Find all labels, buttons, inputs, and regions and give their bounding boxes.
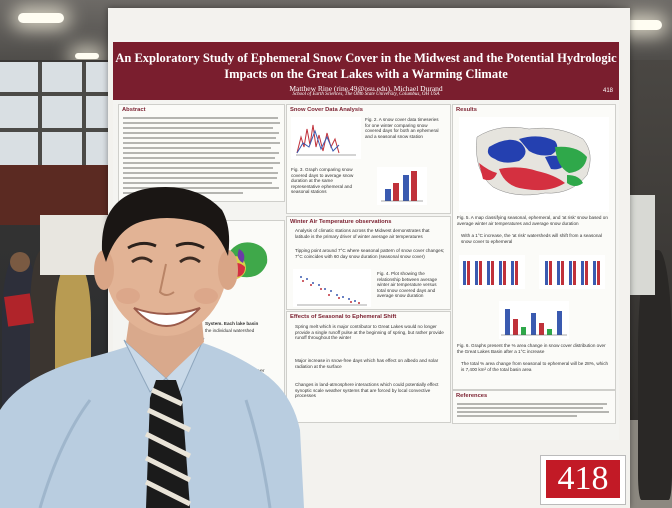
left-fragment: the individual watershed: [205, 328, 255, 333]
ceiling-light: [18, 13, 64, 23]
fig4-caption: Fig. 4. Plot showing the relationship be…: [377, 271, 438, 298]
area-change-bars-left: [459, 255, 525, 289]
ceiling-light: [622, 20, 662, 30]
background-poster: [625, 195, 655, 295]
effects-heading: Effects of Seasonal to Ephemeral Shift: [290, 314, 397, 320]
results-bullet: The total % area change from seasonal to…: [461, 361, 609, 372]
left-fragment: ing water resources, containing: [205, 375, 269, 380]
poster-authors: Matthew Rine (rine.49@osu.edu), Michael …: [289, 84, 443, 93]
left-fragment: of the world's: [205, 382, 235, 387]
effects-bullet: Changes in land-atmosphere interactions …: [295, 382, 439, 398]
left-fragment: in the Great Sandborn Power: [205, 368, 265, 373]
background-person: [55, 262, 91, 402]
area-change-bars-right: [539, 255, 605, 289]
background-person: [10, 252, 30, 272]
winter-air-bullet: Analysis of climatic stations across the…: [295, 228, 430, 239]
snow-cover-panel: Snow Cover Data Analysis Fig. 2. A snow …: [286, 104, 451, 214]
fig3-caption: Fig. 3. Graph comparing snow covered day…: [291, 167, 354, 194]
poster-corner-number: 418: [602, 88, 613, 94]
snow-classification-map: [459, 117, 609, 212]
references-panel: References: [452, 390, 616, 424]
snow-duration-bar-figure: [377, 167, 427, 205]
red-folder: [4, 293, 34, 327]
study-area-panel: System. Each lake basin the individual w…: [200, 220, 285, 422]
left-fragment: System. Each lake basin: [205, 321, 259, 326]
left-fragment: ver 3200km from the: [205, 361, 248, 366]
effects-bullet: Spring melt which is major contributor t…: [295, 324, 444, 340]
results-heading: Results: [456, 107, 477, 113]
poster-number-placard: 418: [540, 455, 626, 505]
poster-banner: An Exploratory Study of Ephemeral Snow C…: [113, 42, 619, 100]
results-bullet: With a 1°C increase, the 'at risk' water…: [461, 233, 602, 244]
study-area-map: [223, 242, 268, 279]
windows: [0, 62, 115, 167]
effects-panel: Effects of Seasonal to Ephemeral Shift S…: [286, 311, 451, 423]
references-heading: References: [456, 393, 488, 399]
results-panel: Results Fig. 5. A map classifying season…: [452, 104, 616, 390]
poster-number: 418: [546, 460, 620, 498]
poster-affiliation: School of Earth Sciences, The Ohio State…: [292, 92, 440, 97]
effects-bullet: Major increase in snow-free days which h…: [295, 358, 439, 369]
temperature-scatter-figure: [293, 269, 371, 307]
snow-cover-heading: Snow Cover Data Analysis: [290, 107, 363, 113]
winter-air-panel: Winter Air Temperature observations Anal…: [286, 216, 451, 310]
snow-timeseries-figure: [291, 117, 361, 159]
area-change-summary-chart: [499, 301, 569, 339]
abstract-panel: Abstract: [118, 104, 285, 202]
ceiling-light: [75, 53, 99, 59]
fig6-caption: Fig. 6. Graphs present the % area change…: [457, 343, 606, 354]
abstract-heading: Abstract: [122, 107, 146, 113]
background-poster: [40, 215, 108, 275]
winter-air-bullet: Tipping point around 7°C where seasonal …: [295, 248, 445, 259]
winter-air-heading: Winter Air Temperature observations: [290, 219, 392, 225]
fig5-caption: Fig. 5. A map classifying seasonal, ephe…: [457, 215, 608, 226]
fig2-caption: Fig. 2. A snow cover data timeseries for…: [365, 117, 439, 139]
poster-title: An Exploratory Study of Ephemeral Snow C…: [115, 51, 617, 81]
